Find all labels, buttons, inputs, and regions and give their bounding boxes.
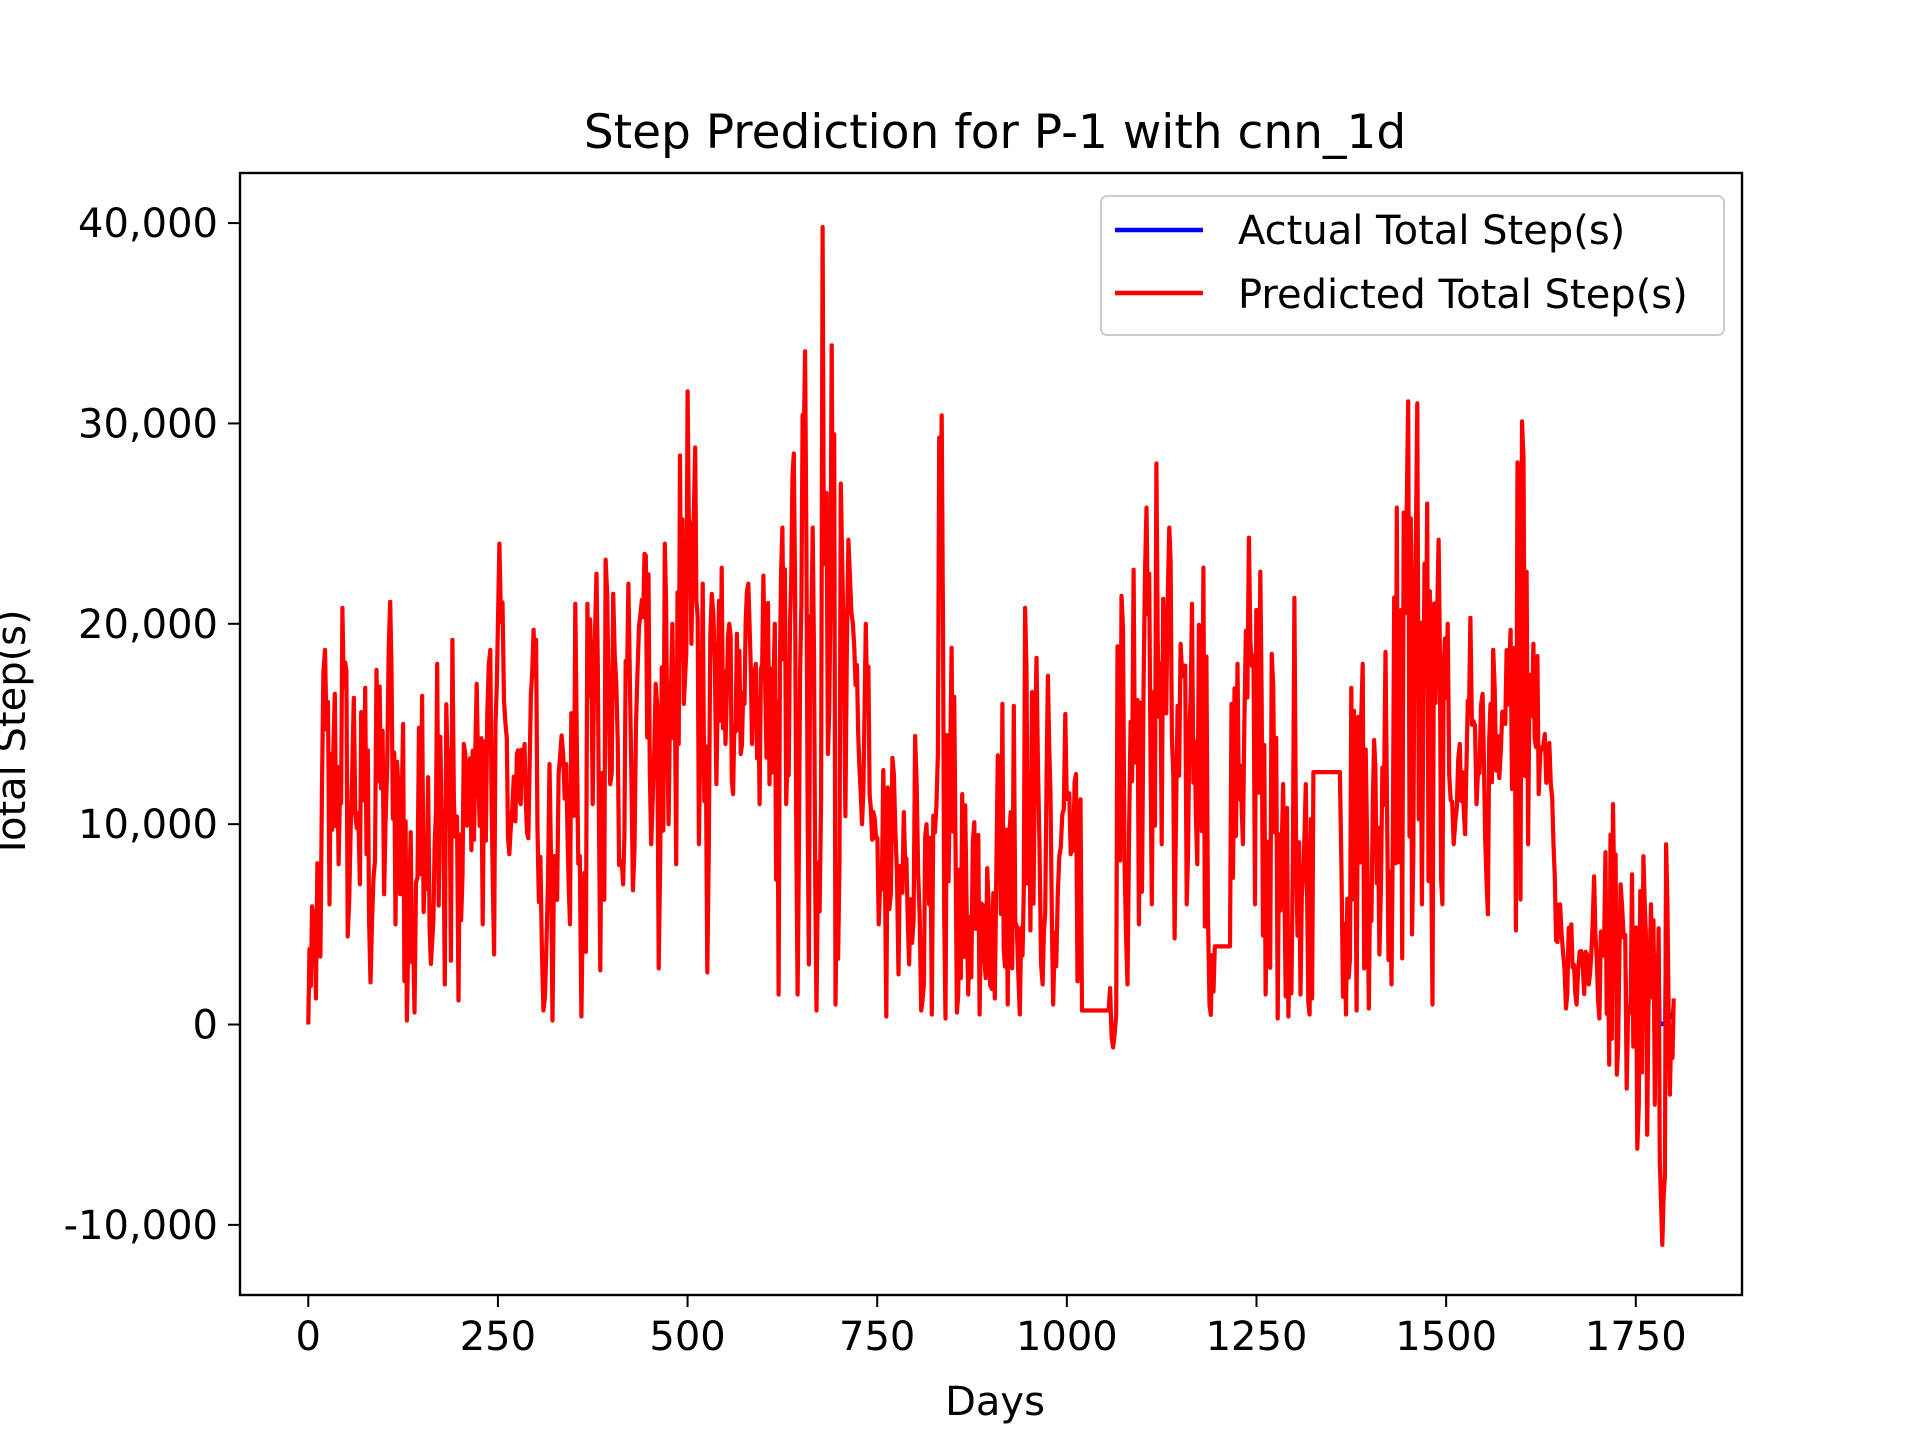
x-tick-label: 1500 xyxy=(1395,1314,1497,1360)
x-tick-label: 250 xyxy=(460,1314,536,1360)
y-axis: -10,000 0 10,000 20,000 30,000 40,000 xyxy=(64,201,240,1249)
x-tick-label: 1250 xyxy=(1206,1314,1308,1360)
y-tick-label: -10,000 xyxy=(64,1203,218,1249)
x-axis: 0 250 500 750 1000 1250 1500 1750 xyxy=(296,1295,1687,1360)
x-tick-label: 0 xyxy=(296,1314,321,1360)
y-tick-label: 20,000 xyxy=(78,602,218,648)
y-tick-label: 10,000 xyxy=(78,802,218,848)
legend: Actual Total Step(s) Predicted Total Ste… xyxy=(1100,195,1725,336)
y-tick-label: 0 xyxy=(193,1003,218,1049)
x-tick-label: 1750 xyxy=(1585,1314,1687,1360)
y-axis-label: Total Step(s) xyxy=(0,609,35,859)
legend-actual-label: Actual Total Step(s) xyxy=(1238,208,1625,254)
plot-frame xyxy=(238,171,1744,1297)
y-tick-label: 40,000 xyxy=(78,201,218,247)
legend-predicted-label: Predicted Total Step(s) xyxy=(1238,272,1688,318)
x-tick-label: 750 xyxy=(839,1314,915,1360)
series-line-predicted xyxy=(306,225,1676,1247)
chart-title: Step Prediction for P-1 with cnn_1d xyxy=(584,105,1406,160)
x-tick-label: 1000 xyxy=(1016,1314,1118,1360)
legend-box xyxy=(1100,195,1725,336)
x-tick-label: 500 xyxy=(649,1314,725,1360)
x-axis-label: Days xyxy=(945,1379,1045,1425)
y-tick-label: 30,000 xyxy=(78,401,218,447)
